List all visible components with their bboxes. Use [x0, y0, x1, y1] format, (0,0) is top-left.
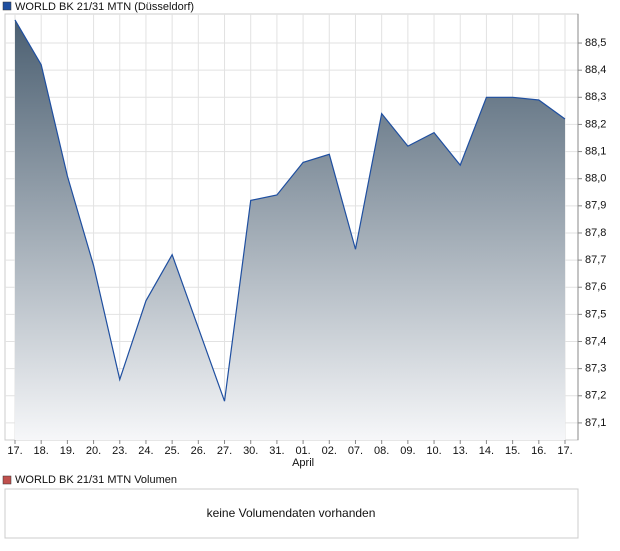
y-tick-label: 87,5 — [585, 308, 606, 320]
y-tick-label: 87,8 — [585, 227, 606, 239]
x-tick-label: 13. — [453, 445, 468, 457]
volume-message: keine Volumendaten vorhanden — [207, 506, 376, 520]
x-tick-label: 09. — [400, 445, 415, 457]
y-tick-label: 87,4 — [585, 335, 606, 347]
y-tick-label: 88,1 — [585, 145, 606, 157]
x-tick-label: 23. — [112, 445, 127, 457]
y-tick-label: 88,4 — [585, 64, 606, 76]
x-tick-label: 30. — [243, 445, 258, 457]
x-tick-label: 19. — [60, 445, 75, 457]
y-tick-label: 88,5 — [585, 37, 606, 49]
x-tick-label: 25. — [164, 445, 179, 457]
x-tick-label: 10. — [426, 445, 441, 457]
y-tick-label: 88,3 — [585, 91, 606, 103]
x-tick-label: 15. — [505, 445, 520, 457]
y-tick-label: 87,7 — [585, 254, 606, 266]
x-tick-label: 16. — [531, 445, 546, 457]
month-label: April — [292, 457, 314, 469]
x-tick-label: 18. — [34, 445, 49, 457]
legend-swatch — [2, 1, 12, 11]
y-tick-label: 87,6 — [585, 281, 606, 293]
area — [15, 19, 565, 441]
x-tick-label: 31. — [269, 445, 284, 457]
x-tick-label: 14. — [479, 445, 494, 457]
y-tick-label: 87,2 — [585, 390, 606, 402]
y-tick-label: 88,2 — [585, 118, 606, 130]
volume-panel — [4, 488, 579, 539]
volume-title: WORLD BK 21/31 MTN Volumen — [15, 474, 177, 486]
x-tick-label: 26. — [191, 445, 206, 457]
x-tick-label: 17. — [7, 445, 22, 457]
x-tick-label: 17. — [557, 445, 572, 457]
x-tick-label: 08. — [374, 445, 389, 457]
y-tick-label: 88,0 — [585, 173, 606, 185]
x-tick-label: 27. — [217, 445, 232, 457]
line — [14, 19, 566, 402]
y-tick-label: 87,9 — [585, 200, 606, 212]
chart-title: WORLD BK 21/31 MTN (Düsseldorf) — [15, 1, 194, 13]
y-tick-label: 87,1 — [585, 417, 606, 429]
y-tick-label: 87,3 — [585, 363, 606, 375]
x-tick-label: 07. — [348, 445, 363, 457]
legend-swatch — [2, 475, 12, 485]
x-tick-label: 01. — [295, 445, 310, 457]
x-tick-label: 02. — [322, 445, 337, 457]
x-tick-label: 24. — [138, 445, 153, 457]
x-tick-label: 20. — [86, 445, 101, 457]
